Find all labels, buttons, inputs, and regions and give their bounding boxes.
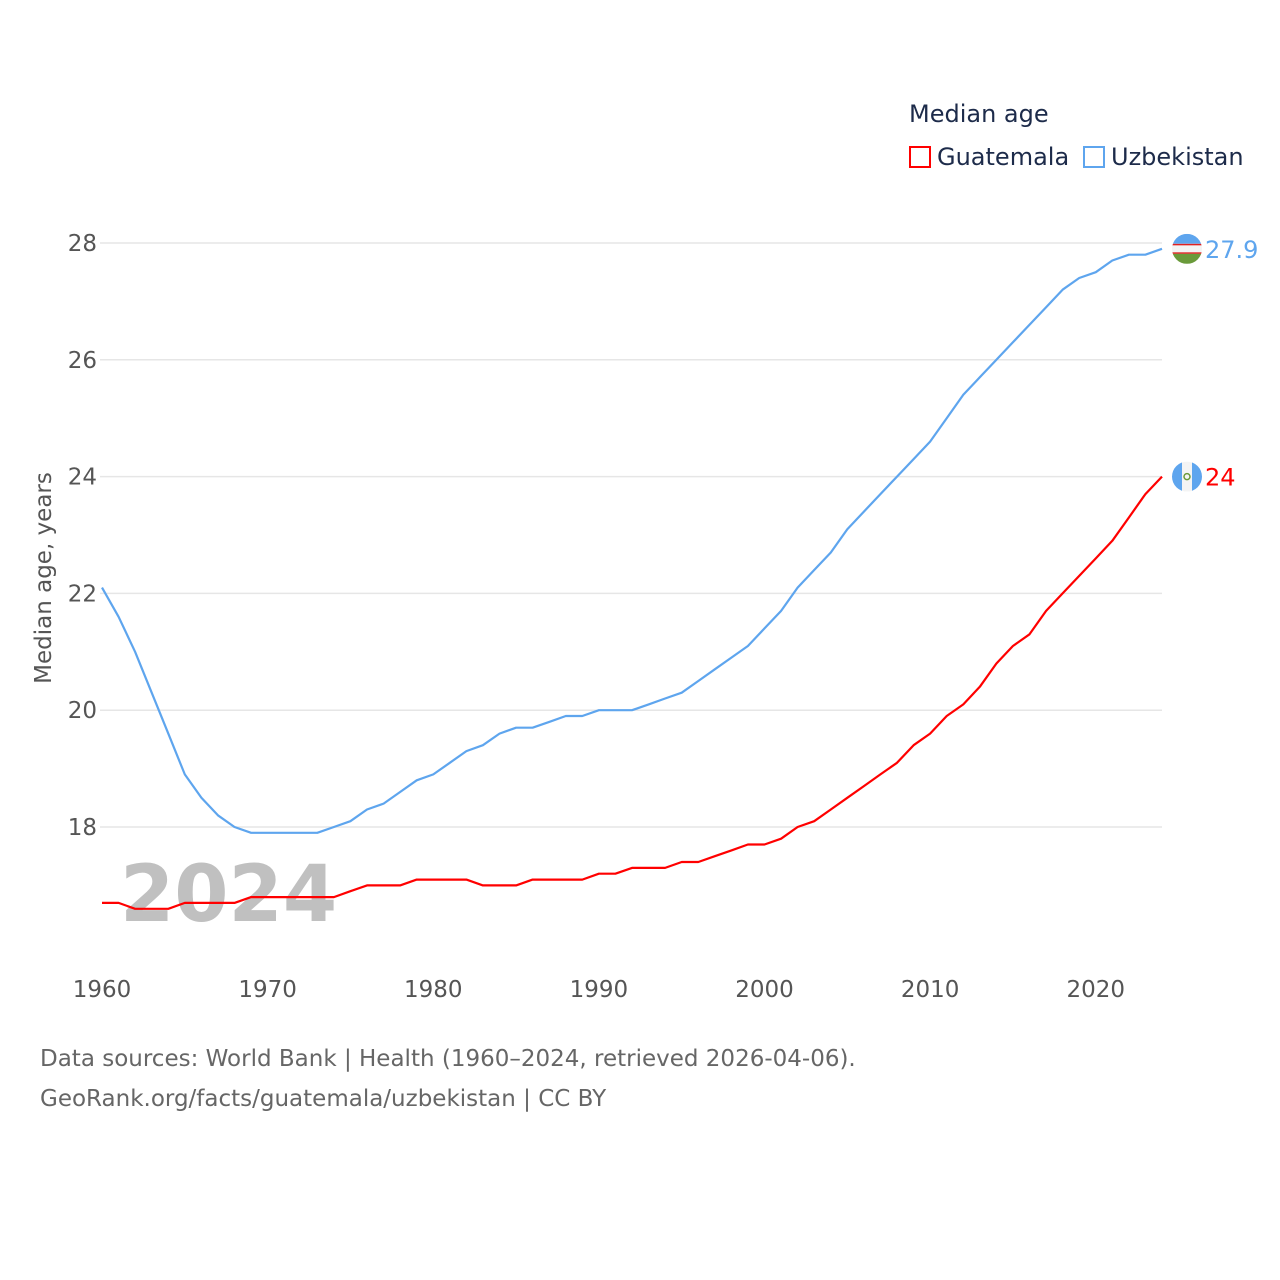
source-link[interactable]: GeoRank.org/facts/guatemala/uzbekistan |… bbox=[40, 1086, 607, 1112]
legend-item-guatemala[interactable]: Guatemala bbox=[909, 143, 1069, 171]
legend-title: Median age bbox=[909, 100, 1049, 128]
flag-stripe bbox=[1192, 461, 1202, 492]
x-tick-label: 1980 bbox=[404, 977, 463, 1003]
x-tick-label: 1970 bbox=[238, 977, 297, 1003]
legend-swatch bbox=[909, 146, 931, 168]
flag-stripe bbox=[1172, 243, 1202, 254]
y-tick-label: 18 bbox=[68, 815, 97, 841]
end-value-label: 27.9 bbox=[1205, 236, 1258, 264]
end-labels: 24 27.9 bbox=[1172, 233, 1258, 492]
flag-emblem bbox=[1183, 472, 1191, 481]
year-watermark: 2024 bbox=[120, 850, 337, 940]
gridlines bbox=[100, 242, 1162, 828]
legend-label: Guatemala bbox=[937, 143, 1070, 171]
flag-stripes bbox=[1172, 233, 1202, 264]
flag-stripe bbox=[1172, 233, 1202, 244]
data-source-text: Data sources: World Bank | Health (1960–… bbox=[40, 1046, 856, 1072]
series-line-uzbekistan bbox=[101, 247, 1163, 834]
legend-label: Uzbekistan bbox=[1111, 143, 1244, 171]
x-tick-label: 2000 bbox=[735, 977, 794, 1003]
x-tick-label: 2020 bbox=[1066, 977, 1125, 1003]
flag-uzbekistan-icon bbox=[1172, 233, 1202, 264]
x-tick-label: 1990 bbox=[570, 977, 629, 1003]
flag-stripes bbox=[1172, 461, 1202, 492]
y-tick-label: 26 bbox=[68, 348, 97, 374]
legend-swatch bbox=[1083, 146, 1105, 168]
x-tick-label: 1960 bbox=[73, 977, 132, 1003]
y-axis-label: Median age, years bbox=[31, 472, 57, 684]
flag-guatemala-icon bbox=[1172, 461, 1202, 492]
flag-stripe bbox=[1182, 461, 1192, 492]
y-tick-label: 22 bbox=[68, 581, 97, 607]
series-lines bbox=[101, 247, 1163, 910]
x-axis: 1960 1970 1980 1990 2000 2010 2020 bbox=[73, 977, 1125, 1003]
x-tick-label: 2010 bbox=[901, 977, 960, 1003]
flag-stripe bbox=[1172, 252, 1202, 254]
flag-stripe bbox=[1172, 253, 1202, 264]
y-tick-label: 24 bbox=[68, 465, 97, 491]
series-line-guatemala bbox=[102, 475, 1163, 910]
flag-stripe bbox=[1172, 243, 1202, 246]
legend-item-uzbekistan[interactable]: Uzbekistan bbox=[1083, 143, 1244, 171]
end-value-label: 24 bbox=[1205, 464, 1236, 492]
y-tick-label: 28 bbox=[68, 231, 97, 257]
flag-stripe bbox=[1172, 461, 1182, 492]
y-tick-label: 20 bbox=[68, 698, 97, 724]
y-axis: 18 20 22 24 26 28 bbox=[68, 231, 97, 841]
